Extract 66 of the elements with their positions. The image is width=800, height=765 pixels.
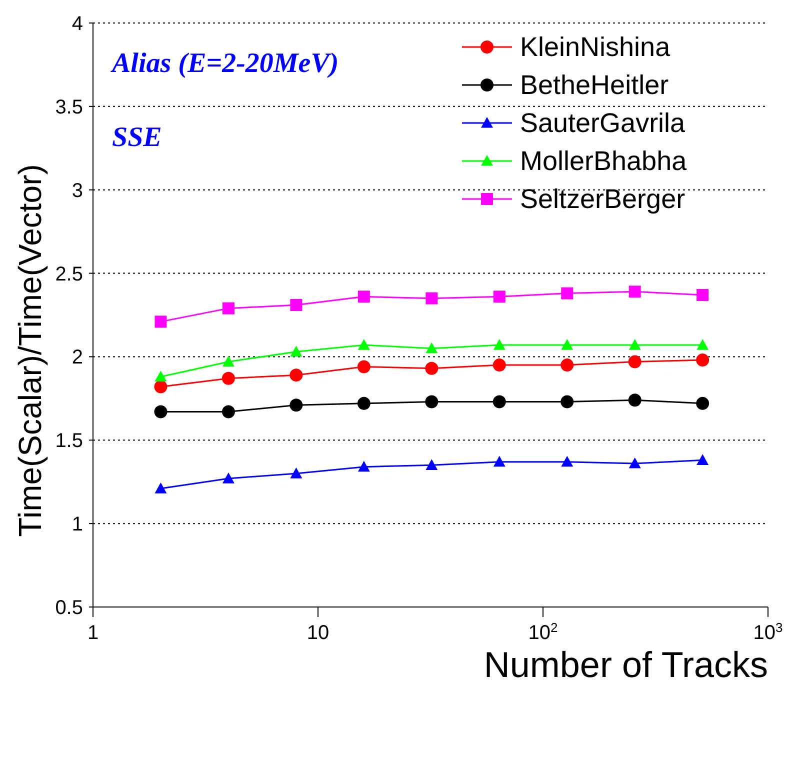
- legend-label: KleinNishina: [520, 31, 670, 64]
- legend-label: MollerBhabha: [520, 145, 687, 178]
- point: [357, 360, 370, 374]
- point: [358, 339, 370, 350]
- annotation: SSE: [112, 122, 162, 154]
- point: [628, 458, 641, 468]
- point: [426, 292, 438, 304]
- point: [290, 468, 302, 478]
- point: [696, 288, 709, 301]
- point: [425, 362, 438, 375]
- y-tick-label: 2: [72, 346, 83, 369]
- y-tick-label: 3.5: [55, 96, 83, 118]
- point: [628, 355, 642, 368]
- point: [493, 339, 506, 350]
- point: [222, 372, 235, 385]
- point: [696, 396, 710, 410]
- point: [493, 456, 506, 467]
- point: [561, 339, 574, 350]
- y-tick-label: 2.5: [55, 263, 83, 286]
- point: [358, 290, 370, 303]
- point: [290, 346, 302, 357]
- x-tick-label: 1: [87, 622, 99, 644]
- point: [222, 405, 235, 418]
- point: [154, 380, 168, 394]
- point: [426, 342, 438, 354]
- point: [493, 290, 506, 303]
- point: [696, 354, 710, 367]
- point: [290, 298, 302, 311]
- y-tick-label: 4: [72, 13, 83, 35]
- point: [560, 395, 574, 408]
- point: [426, 459, 438, 470]
- x-tick-label: 10$^{2}$: [528, 620, 558, 644]
- x-axis-title: Number of Tracks: [484, 644, 768, 685]
- point: [628, 286, 641, 298]
- point: [154, 316, 167, 328]
- point: [222, 356, 234, 367]
- point: [154, 482, 167, 494]
- point: [628, 394, 642, 407]
- point: [357, 396, 370, 410]
- point: [492, 395, 506, 408]
- point: [290, 398, 303, 412]
- legend-label: SauterGavrila: [520, 107, 686, 140]
- point: [358, 460, 370, 472]
- point: [222, 302, 234, 314]
- point: [154, 405, 168, 418]
- point: [696, 339, 709, 350]
- x-tick-label: 10$^{3}$: [753, 620, 783, 644]
- point: [425, 395, 438, 408]
- point: [154, 370, 167, 382]
- y-tick-label: 1.5: [55, 430, 83, 452]
- point: [628, 339, 641, 350]
- legend-label: SeltzerBerger: [520, 183, 686, 216]
- point: [290, 368, 303, 382]
- y-tick-label: 3: [72, 180, 83, 202]
- y-axis-title: Time(Scalar)/Time(Vector): [12, 164, 48, 536]
- y-tick-label: 0.5: [55, 597, 83, 619]
- point: [492, 358, 506, 372]
- point: [561, 287, 574, 300]
- point: [696, 454, 709, 465]
- point: [560, 358, 574, 372]
- x-tick-label: 10: [306, 622, 330, 644]
- point: [561, 456, 574, 467]
- y-tick-label: 1: [72, 514, 83, 536]
- point: [222, 472, 234, 484]
- legend-label: BetheHeitler: [520, 69, 669, 102]
- annotation: Alias (E=2-20MeV): [112, 48, 339, 80]
